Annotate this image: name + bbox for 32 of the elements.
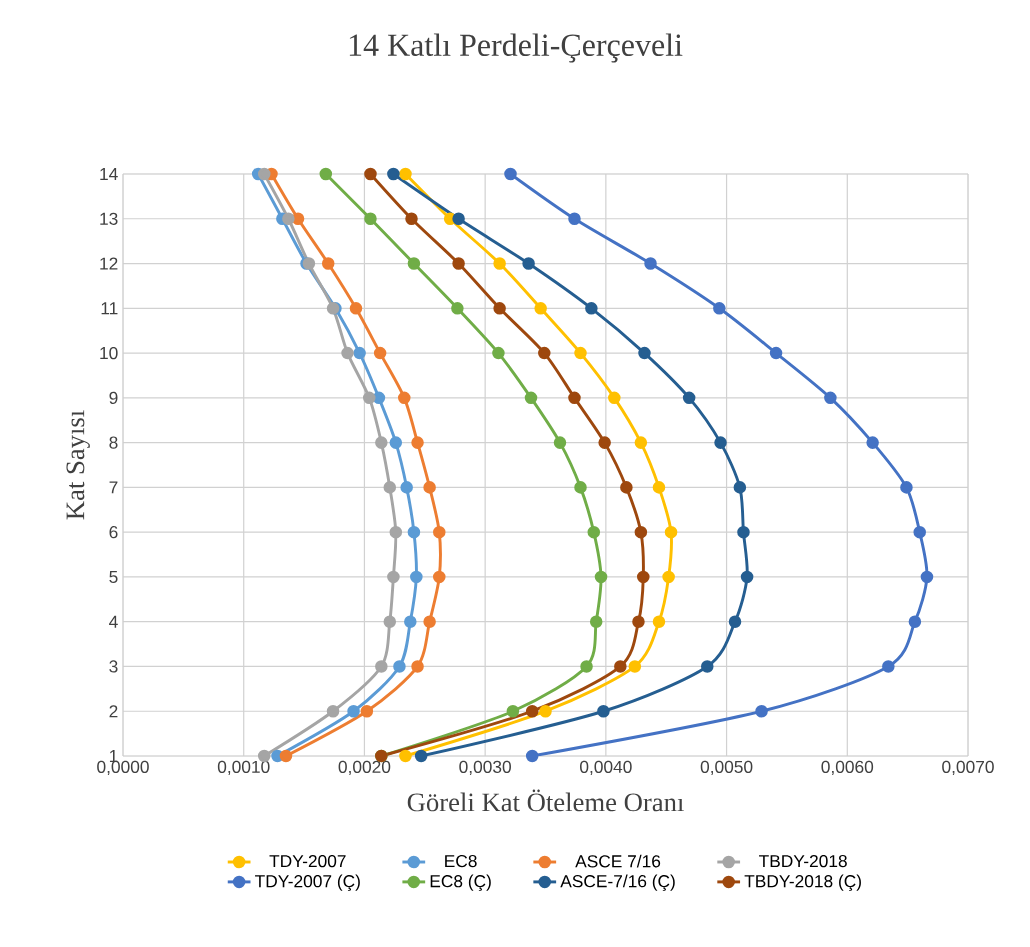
y-tick-label: 4 [109, 615, 118, 628]
x-tick-label: 0,0010 [217, 760, 270, 776]
x-tick-label: 0,0070 [942, 760, 994, 776]
x-tick-label: 0,0040 [580, 760, 632, 776]
legend-label: ASCE-7/16 (Ç) [560, 874, 675, 891]
y-tick-label: 2 [109, 705, 118, 718]
legend-label: TDY-2007 [269, 854, 346, 868]
legend-label: EC8 (Ç) [430, 874, 491, 891]
x-tick-label: 0,0030 [459, 760, 511, 776]
x-tick-label: 0,0060 [821, 760, 874, 776]
y-tick-label: 3 [109, 660, 118, 673]
y-tick-label: 14 [100, 168, 118, 180]
y-tick-label: 6 [109, 526, 118, 539]
x-tick-label: 0,0050 [700, 760, 753, 776]
chart-title: 14 Katlı Perdeli-Çerçeveli [349, 33, 683, 63]
y-tick-label: 5 [109, 570, 118, 583]
legend-label: EC8 [445, 854, 477, 868]
x-tick-label: 0,0000 [97, 760, 149, 776]
x-axis-title: Göreli Kat Öteleme Oranı [407, 789, 684, 812]
y-tick-label: 7 [109, 481, 118, 494]
y-tick-label: 12 [100, 257, 118, 270]
y-tick-label: 9 [109, 391, 118, 404]
legend-label: TDY-2007 (Ç) [255, 874, 360, 891]
y-tick-label: 13 [100, 212, 118, 225]
legend-label: TBDY-2018 (Ç) [744, 874, 861, 891]
y-axis-title: Kat Sayısı [66, 410, 90, 520]
x-tick-label: 0,0020 [338, 760, 391, 776]
legend-label: ASCE 7/16 [575, 854, 661, 868]
y-tick-label: 8 [109, 436, 118, 449]
y-tick-label: 11 [101, 302, 118, 315]
y-tick-label: 10 [100, 346, 118, 360]
legend-label: TBDY-2018 [759, 854, 847, 868]
